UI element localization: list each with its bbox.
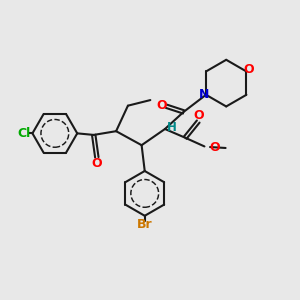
Text: Cl: Cl [17, 127, 30, 140]
Text: N: N [199, 88, 210, 101]
Text: Br: Br [137, 218, 152, 231]
Text: O: O [92, 157, 102, 170]
Text: O: O [244, 63, 254, 76]
Text: O: O [157, 99, 167, 112]
Text: H: H [167, 121, 177, 134]
Text: O: O [193, 110, 203, 122]
Text: O: O [209, 140, 220, 154]
